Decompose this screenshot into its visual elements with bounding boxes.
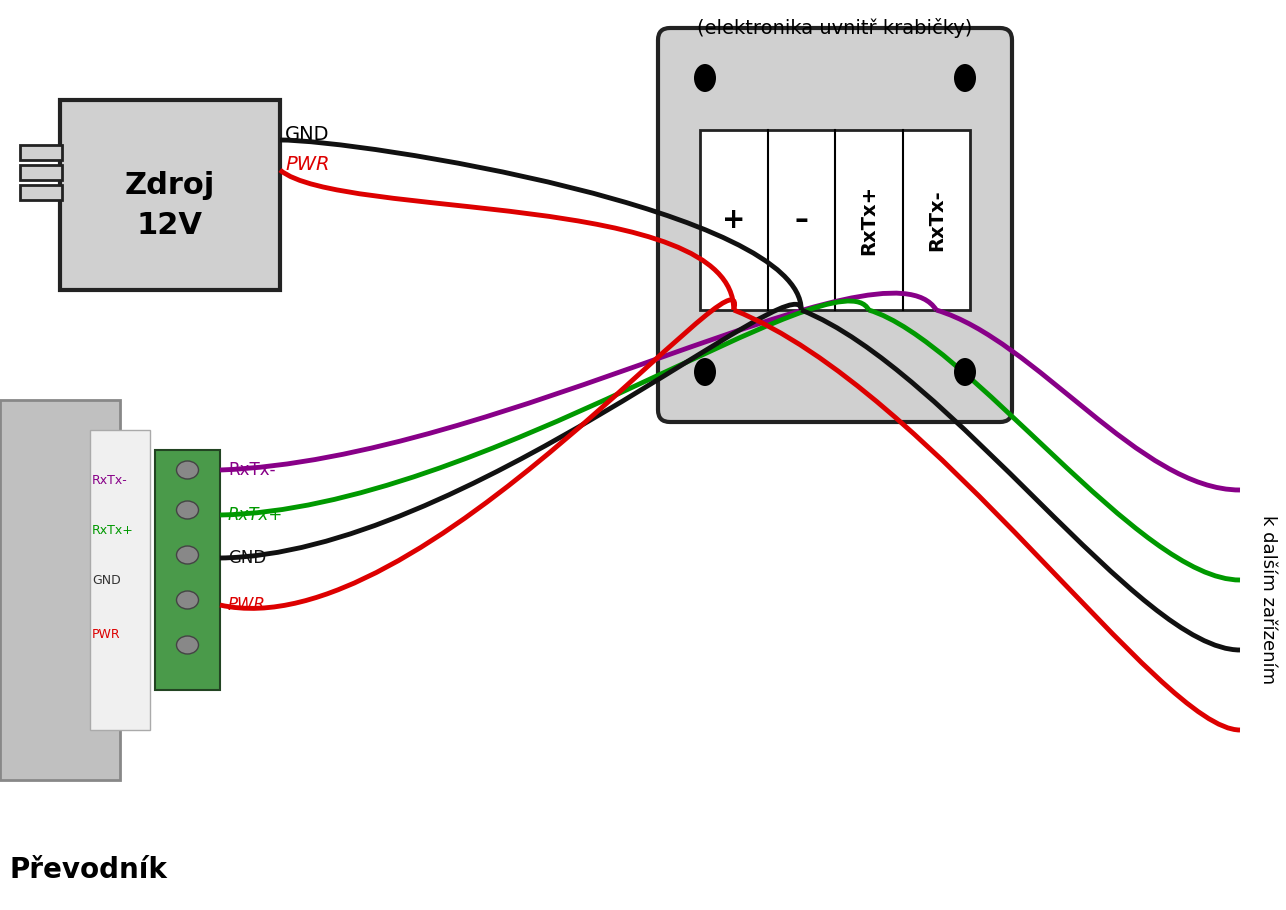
Text: RxTx+: RxTx+ <box>859 185 878 255</box>
Text: RxTx+: RxTx+ <box>93 523 134 537</box>
Text: (elektronika uvnitř krabičky): (elektronika uvnitř krabičky) <box>697 18 972 38</box>
Text: –: – <box>795 206 808 234</box>
Text: RxTx-: RxTx- <box>228 461 275 479</box>
Text: RxTx+: RxTx+ <box>228 506 283 524</box>
Text: GND: GND <box>93 573 121 587</box>
Text: Převodník: Převodník <box>10 856 168 884</box>
Text: 12V: 12V <box>138 210 203 239</box>
Bar <box>21 165 62 180</box>
Text: k dalším zařízením: k dalším zařízením <box>1259 515 1277 684</box>
Text: GND: GND <box>285 126 329 145</box>
Bar <box>156 450 220 690</box>
Bar <box>700 130 970 310</box>
Text: +: + <box>721 206 746 234</box>
Bar <box>21 145 62 160</box>
Text: GND: GND <box>228 549 266 567</box>
Text: Zdroj: Zdroj <box>125 170 215 199</box>
Text: PWR: PWR <box>93 629 121 642</box>
Text: PWR: PWR <box>228 596 266 614</box>
Bar <box>21 185 62 200</box>
Ellipse shape <box>176 546 198 564</box>
Text: RxTx-: RxTx- <box>93 473 127 487</box>
Text: PWR: PWR <box>285 156 329 175</box>
Bar <box>0 400 120 780</box>
FancyBboxPatch shape <box>60 100 280 290</box>
FancyBboxPatch shape <box>658 28 1012 422</box>
Ellipse shape <box>954 358 976 386</box>
Ellipse shape <box>694 358 716 386</box>
Ellipse shape <box>176 636 198 654</box>
Ellipse shape <box>954 64 976 92</box>
Ellipse shape <box>176 461 198 479</box>
Ellipse shape <box>694 64 716 92</box>
Text: RxTx-: RxTx- <box>927 189 945 251</box>
Bar <box>90 430 150 730</box>
Ellipse shape <box>176 501 198 519</box>
Ellipse shape <box>176 591 198 609</box>
